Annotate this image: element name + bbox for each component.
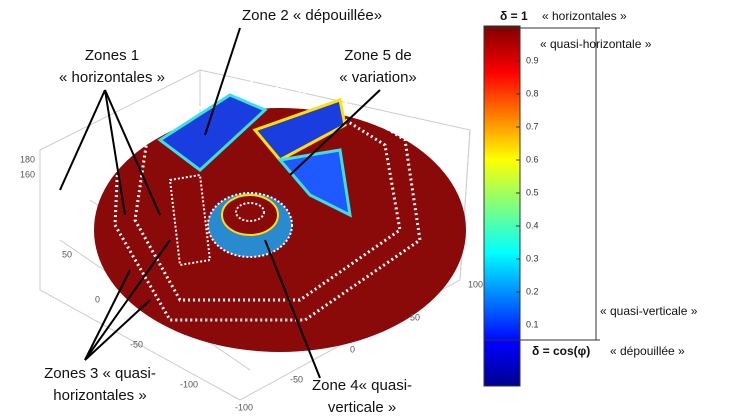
formula: δ = cos(φ) bbox=[532, 344, 590, 358]
zone-label: Zone 5 de bbox=[344, 47, 412, 64]
axis-tick-label: 50 bbox=[410, 312, 420, 322]
zone-label: verticale » bbox=[328, 399, 396, 414]
axis-tick-label: -50 bbox=[290, 374, 303, 384]
legend-bracket bbox=[484, 27, 600, 341]
axis-tick-label: -100 bbox=[235, 402, 253, 412]
colorbar-tick-label: 0.5 bbox=[526, 187, 539, 197]
colorbar bbox=[483, 25, 521, 387]
formula: δ = 1 bbox=[500, 9, 528, 23]
colorbar-tick-label: 0.4 bbox=[526, 220, 539, 230]
annotations: Zone 2 « dépouillée» Zones 1 « horizontale… bbox=[44, 7, 417, 416]
colorbar-tick-label: 0.2 bbox=[526, 286, 539, 296]
surface bbox=[94, 68, 466, 352]
zone-label: Zones 3 « quasi- bbox=[44, 365, 156, 382]
axis-tick-label: 0 bbox=[350, 344, 355, 354]
legend-label: « quasi-horizontale » bbox=[540, 37, 652, 51]
colorbar-tick-label: 0.9 bbox=[526, 55, 539, 65]
zone-label: Zone 4« quasi- bbox=[312, 377, 412, 394]
axis-tick-label: -50 bbox=[130, 339, 143, 349]
zone-label: Zones 1 bbox=[85, 47, 139, 64]
colorbar-tick-label: 0.1 bbox=[526, 319, 539, 329]
colorbar-tick-label: 0.3 bbox=[526, 253, 539, 263]
legend-label: « quasi-verticale » bbox=[600, 304, 698, 318]
axis-tick-label: 50 bbox=[62, 249, 72, 259]
axis-tick-label: 180 bbox=[20, 154, 35, 164]
arrows bbox=[59, 27, 381, 379]
axis-tick-label: 100 bbox=[468, 279, 483, 289]
colorbar-tick-label: 0.7 bbox=[526, 121, 539, 131]
zone-label: horizontales » bbox=[53, 387, 146, 404]
legend-label: « horizontales » bbox=[542, 9, 627, 23]
zone-label: « horizontales » bbox=[59, 69, 165, 86]
axis-tick-label: 160 bbox=[20, 169, 35, 179]
zone-label: « variation» bbox=[339, 69, 417, 86]
zone-label: Zone 2 « dépouillée» bbox=[242, 7, 382, 24]
axis-tick-label: 0 bbox=[95, 294, 100, 304]
colorbar-ticks: 0.9 0.8 0.7 0.6 0.5 0.4 0.3 0.2 0.1 bbox=[516, 55, 539, 329]
colorbar-tick-label: 0.8 bbox=[526, 88, 539, 98]
legend: δ = 1 « horizontales » « quasi-horizonta… bbox=[500, 9, 698, 358]
legend-label: « dépouillée » bbox=[610, 344, 685, 358]
axis-tick-label: -100 bbox=[180, 379, 198, 389]
colorbar-tick-label: 0.6 bbox=[526, 154, 539, 164]
axis-labels: 180 160 50 0 -50 -100 100 50 0 -50 -100 bbox=[20, 154, 483, 412]
